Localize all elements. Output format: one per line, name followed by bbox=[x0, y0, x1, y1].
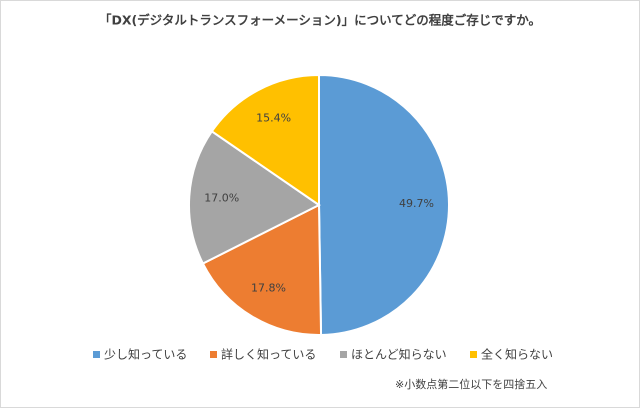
pie-slice bbox=[201, 203, 323, 336]
legend-swatch bbox=[93, 351, 100, 358]
legend-label: 少し知っている bbox=[104, 348, 187, 362]
legend-swatch bbox=[470, 351, 477, 358]
data-label: 17.8% bbox=[251, 281, 286, 294]
pie-slice bbox=[188, 129, 321, 265]
chart-title: 「DX(デジタルトランスフォーメーション)」についてどの程度ご存じですか。 bbox=[99, 13, 541, 28]
legend-swatch bbox=[340, 351, 347, 358]
data-label: 49.7% bbox=[399, 197, 434, 210]
data-label: 15.4% bbox=[256, 112, 291, 125]
legend-label: ほとんど知らない bbox=[351, 348, 447, 362]
pie-slice bbox=[318, 73, 450, 337]
legend-label: 詳しく知っている bbox=[221, 347, 316, 362]
legend-label: 全く知らない bbox=[481, 347, 553, 362]
note: ※小数点第二位以下を四捨五入 bbox=[395, 377, 547, 391]
legend-swatch bbox=[210, 351, 217, 358]
pie-slice bbox=[210, 73, 320, 207]
data-label: 17.0% bbox=[204, 191, 239, 204]
